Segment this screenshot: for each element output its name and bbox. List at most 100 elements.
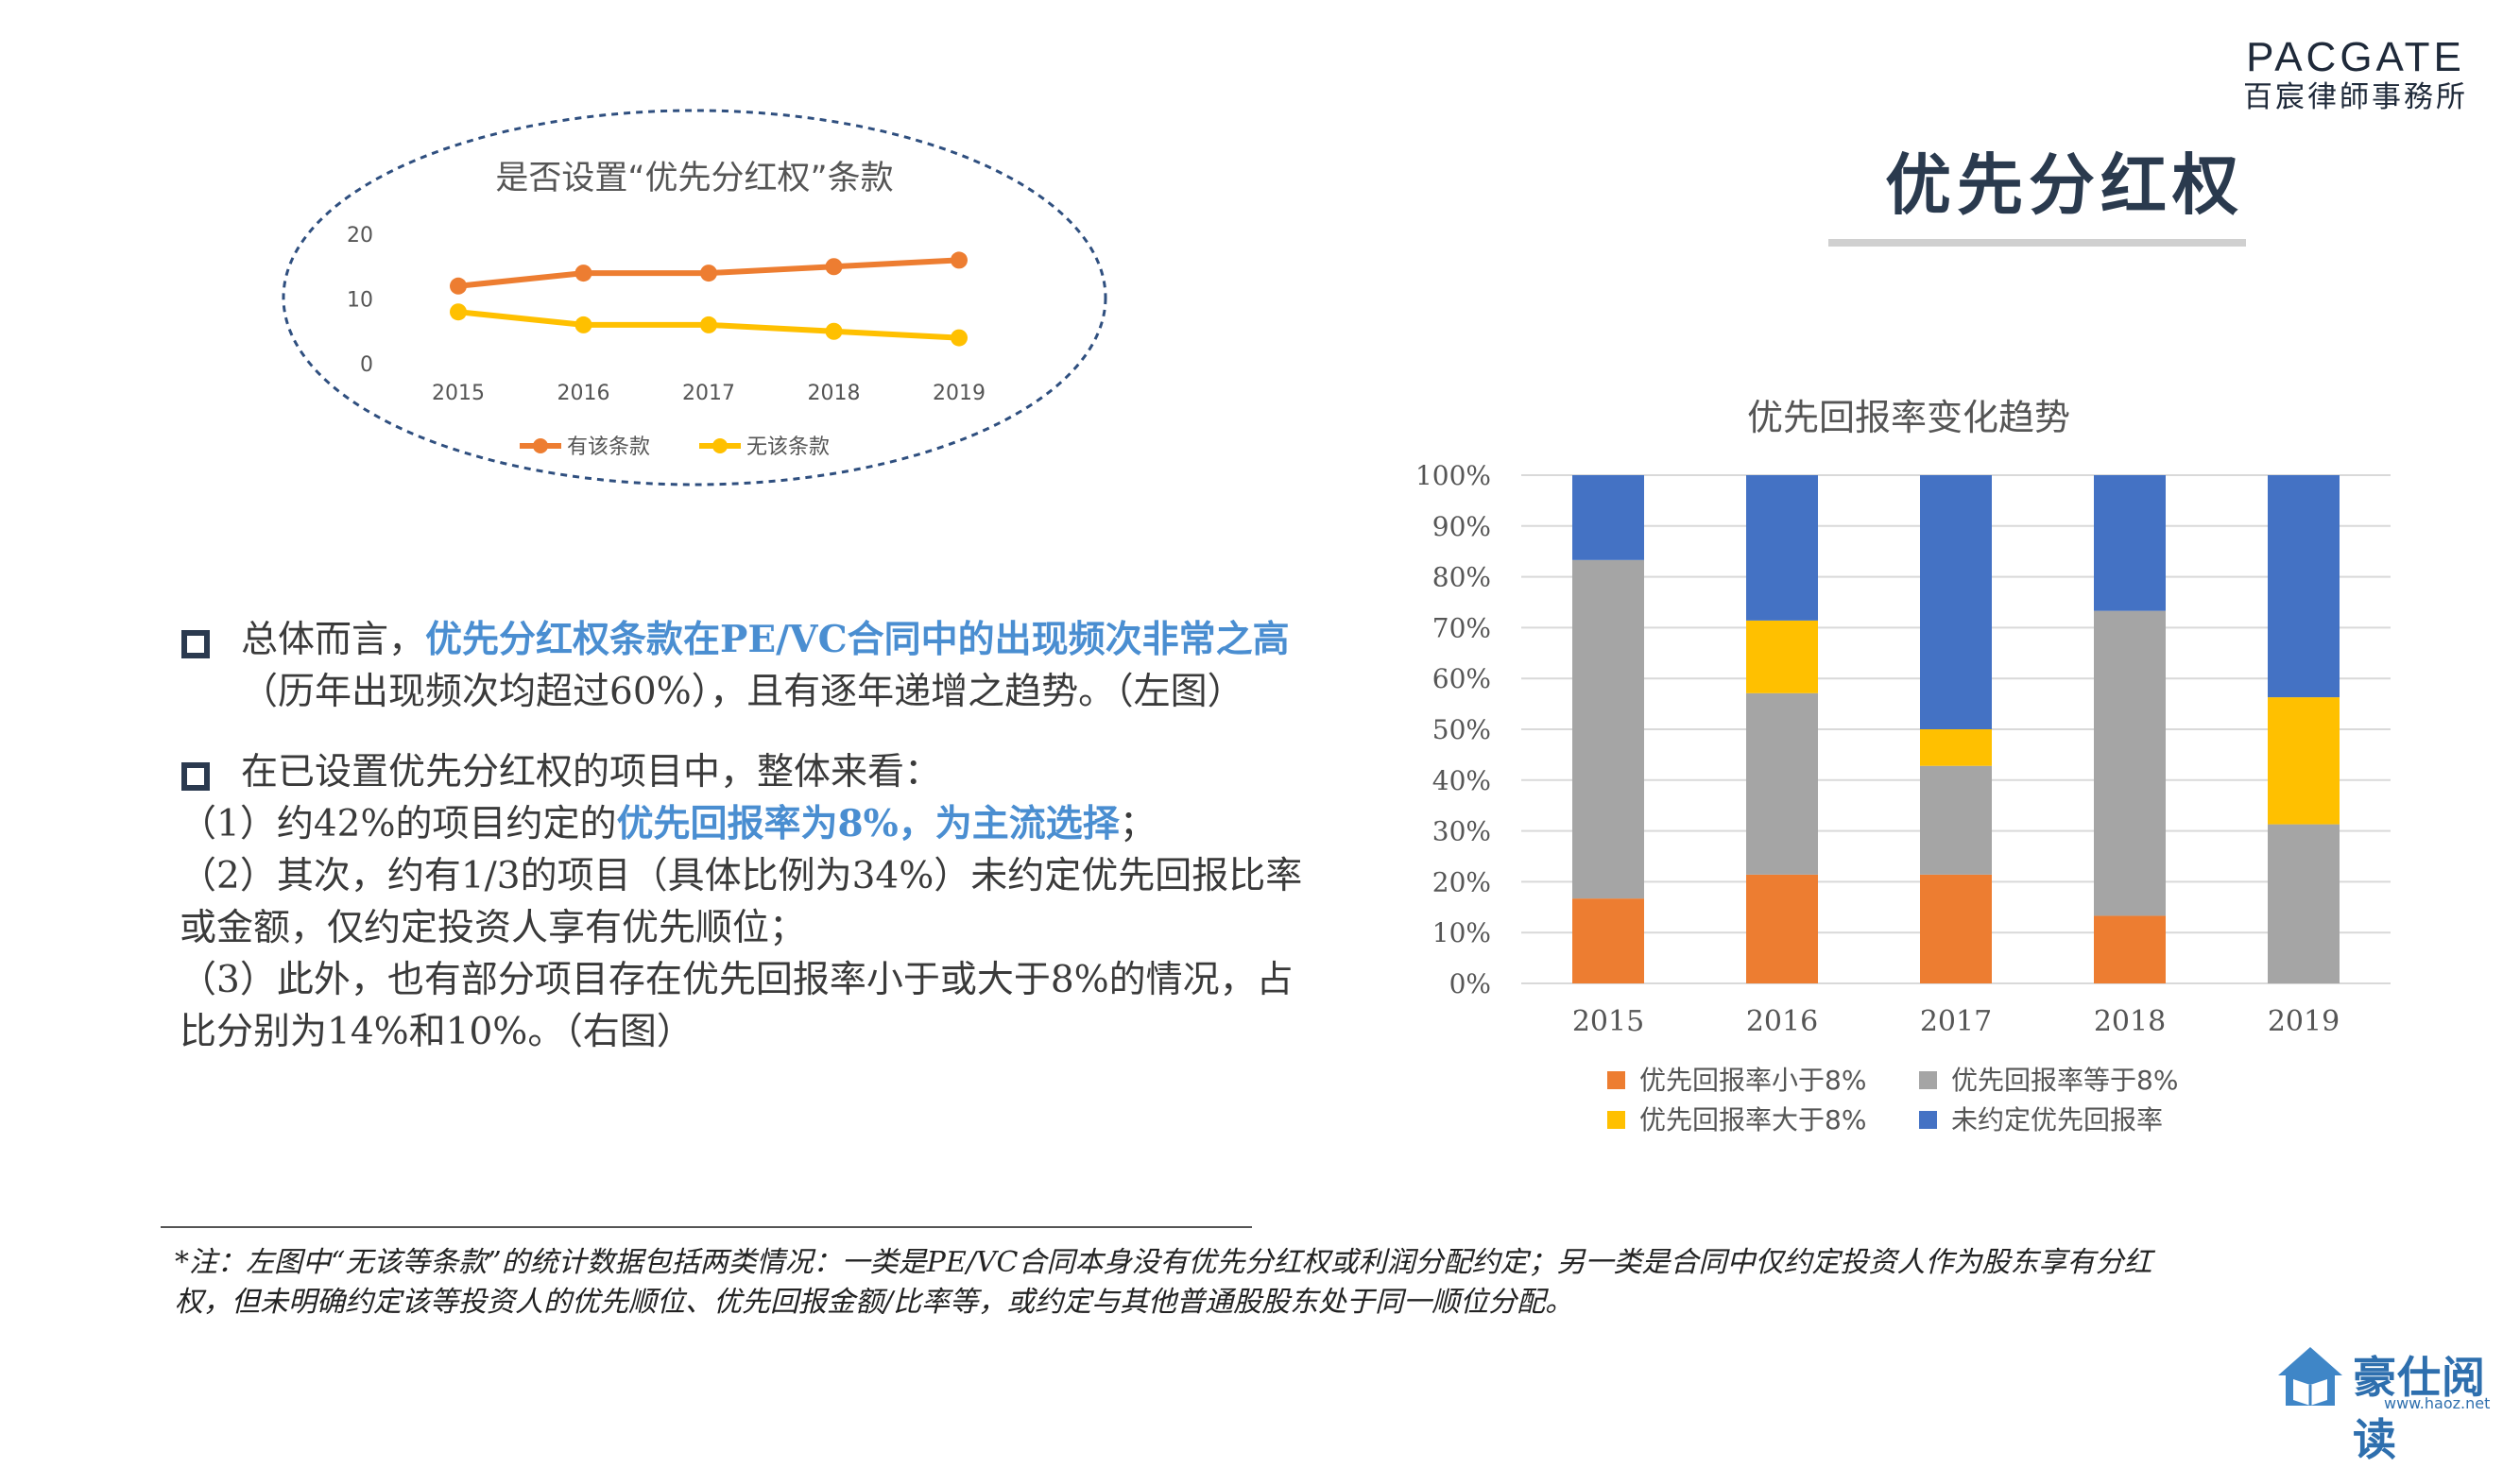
legend-label: 无该条款 xyxy=(746,435,830,459)
bar-segment xyxy=(2268,697,2340,825)
legend-label: 优先回报率大于8% xyxy=(1639,1104,1866,1135)
y-tick-label: 0 xyxy=(360,353,373,377)
logo-english: PACGATE xyxy=(2246,34,2465,80)
data-point xyxy=(825,322,843,340)
bar-segment xyxy=(1920,874,1992,983)
x-tick-label: 2015 xyxy=(1572,1005,1644,1038)
watermark-url: www.haoz.net xyxy=(2384,1394,2491,1412)
legend-label: 有该条款 xyxy=(567,435,650,459)
x-tick-label: 2019 xyxy=(2268,1005,2340,1038)
data-point xyxy=(951,329,968,347)
y-tick-label: 40% xyxy=(1432,765,1491,796)
y-tick-label: 10 xyxy=(347,289,373,313)
legend-label: 未约定优先回报率 xyxy=(1951,1104,2163,1135)
bullet-1: 总体而言，优先分红权条款在PE/VC合同中的出现频次非常之高 xyxy=(180,614,1332,666)
bar-segment xyxy=(1746,620,1818,693)
y-tick-label: 50% xyxy=(1432,714,1491,745)
footnote-line-2: 权，但未明确约定该等投资人的优先顺位、优先回报金额/比率等，或约定与其他普通股股… xyxy=(175,1286,1574,1319)
data-point xyxy=(825,258,843,276)
bar-segment xyxy=(2094,610,2166,916)
data-point xyxy=(450,303,467,321)
bar-segment xyxy=(1920,729,1992,766)
y-tick-label: 0% xyxy=(1449,968,1491,999)
y-tick-label: 30% xyxy=(1432,816,1491,847)
data-point xyxy=(700,265,717,282)
footnote-divider xyxy=(161,1226,1252,1228)
chart-ellipse-border xyxy=(282,109,1107,486)
y-tick-label: 100% xyxy=(1415,460,1491,491)
footnote: *注：左图中“无该等条款”的统计数据包括两类情况：一类是PE/VC合同本身没有优… xyxy=(175,1243,2424,1323)
bar-segment xyxy=(1746,475,1818,621)
legend-swatch xyxy=(1919,1071,1937,1089)
item-1-highlight: 优先回报率为8%，为主流选择 xyxy=(616,802,1120,845)
x-tick-label: 2016 xyxy=(557,382,610,405)
footnote-line-1: *注：左图中“无该等条款”的统计数据包括两类情况：一类是PE/VC合同本身没有优… xyxy=(175,1246,2152,1279)
bar-segment xyxy=(1572,475,1644,560)
data-point xyxy=(450,277,467,295)
right-chart-title: 优先回报率变化趋势 xyxy=(1747,397,2070,438)
legend-item: 优先回报率大于8% xyxy=(1607,1104,1866,1135)
bullet-2-lead: 在已设置优先分红权的项目中，整体来看： xyxy=(241,751,942,794)
bullet-1-lead: 总体而言， xyxy=(241,619,426,661)
item-1-end: ； xyxy=(1119,803,1157,845)
x-tick-label: 2015 xyxy=(432,382,485,405)
bullet-2-item-3: （3）此外，也有部分项目存在优先回报率小于或大于8%的情况，占 xyxy=(180,959,1294,1001)
legend-item: 无该条款 xyxy=(699,435,830,459)
bullet-1-highlight: 优先分红权条款在PE/VC合同中的出现频次非常之高 xyxy=(425,618,1290,661)
legend-item: 有该条款 xyxy=(520,435,650,459)
bar-segment xyxy=(1746,874,1818,983)
bullet-2-item-2: （2）其次，约有1/3的项目（具体比例为34%）未约定优先回报比率 xyxy=(180,855,1303,897)
x-tick-label: 2018 xyxy=(808,382,861,405)
legend-swatch xyxy=(1919,1111,1937,1129)
square-bullet-icon xyxy=(181,762,210,791)
y-tick-label: 70% xyxy=(1432,612,1491,643)
bullet-2-item-3-cont: 比分别为14%和10%。（右图） xyxy=(180,1011,694,1053)
y-tick-label: 80% xyxy=(1432,562,1491,593)
x-tick-label: 2017 xyxy=(682,382,735,405)
book-house-icon xyxy=(2278,1347,2342,1406)
legend-swatch xyxy=(1607,1071,1625,1089)
bar-segment xyxy=(2268,475,2340,698)
y-tick-label: 60% xyxy=(1432,663,1491,694)
bullet-text-block: 总体而言，优先分红权条款在PE/VC合同中的出现频次非常之高 （历年出现频次均超… xyxy=(180,614,1332,1058)
legend-swatch xyxy=(1607,1111,1625,1129)
data-point xyxy=(574,316,592,333)
bar-segment xyxy=(1920,765,1992,875)
data-point xyxy=(700,316,717,333)
y-tick-label: 90% xyxy=(1432,511,1491,542)
bullet-2-item-2-cont: 或金额，仅约定投资人享有优先顺位； xyxy=(180,907,807,949)
right-stacked-bar-chart: 优先回报率变化趋势 0% 10% 20% 30% 40% 50% 60% 70% 80% 90% 1… xyxy=(1415,397,2391,1135)
x-tick-label: 2017 xyxy=(1920,1005,1992,1038)
data-point xyxy=(951,251,968,269)
square-bullet-icon xyxy=(181,630,210,658)
y-tick-label: 20 xyxy=(347,224,373,248)
left-chart-title: 是否设置“优先分红权”条款 xyxy=(495,160,893,197)
x-tick-label: 2018 xyxy=(2094,1005,2166,1038)
bar-segment xyxy=(1746,692,1818,875)
item-1-text: （1）约42%的项目约定的 xyxy=(180,803,617,845)
bullet-2-item-1: （1）约42%的项目约定的优先回报率为8%，为主流选择； xyxy=(180,798,1332,850)
bar-segment xyxy=(1572,559,1644,899)
bar-segment xyxy=(1920,475,1992,729)
logo-chinese: 百宸律師事務所 xyxy=(2243,80,2468,114)
slide-title: 优先分红权 xyxy=(1885,146,2244,224)
bullet-1-line-2: （历年出现频次均超过60%），且有逐年递增之趋势。（左图） xyxy=(241,671,1244,713)
x-tick-label: 2019 xyxy=(933,382,986,405)
legend-item: 优先回报率小于8% xyxy=(1607,1065,1866,1096)
title-underline xyxy=(1828,239,2246,247)
x-tick-label: 2016 xyxy=(1746,1005,1818,1038)
legend-label: 优先回报率小于8% xyxy=(1639,1065,1866,1096)
bar-segment xyxy=(2094,475,2166,611)
bar-segment xyxy=(2094,915,2166,983)
y-tick-label: 10% xyxy=(1432,917,1491,948)
legend-item: 未约定优先回报率 xyxy=(1919,1104,2163,1135)
bullet-2: 在已设置优先分红权的项目中，整体来看： xyxy=(180,746,1332,798)
watermark: 豪仕阅读 www.haoz.net xyxy=(2272,1341,2518,1465)
bar-segment xyxy=(2268,824,2340,983)
firm-logo: PACGATE 百宸律師事務所 xyxy=(2243,36,2468,115)
data-point xyxy=(574,265,592,282)
legend-label: 优先回报率等于8% xyxy=(1951,1065,2178,1096)
bar-segment xyxy=(1572,898,1644,983)
left-line-chart: 是否设置“优先分红权”条款 0 10 20 2015 2016 2017 2018 2019… xyxy=(282,109,1107,486)
y-tick-label: 20% xyxy=(1432,866,1491,897)
